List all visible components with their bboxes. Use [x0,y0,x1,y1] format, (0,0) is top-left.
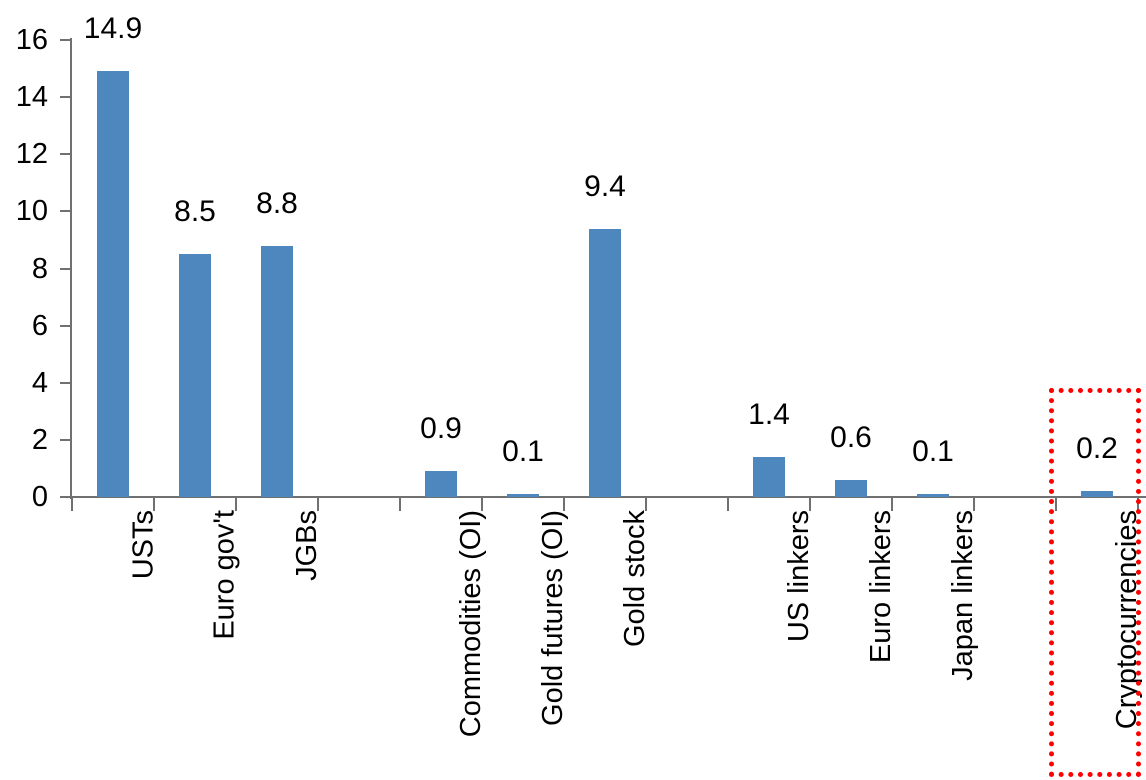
bar [835,479,867,497]
bar [97,71,129,497]
y-tick-label: 14 [15,81,48,114]
y-tick-label: 2 [31,423,48,456]
y-tick-label: 8 [31,252,48,285]
x-tick-mark [973,497,975,511]
x-tick-mark [481,497,483,511]
y-tick-mark [60,496,72,498]
x-tick-mark [891,497,893,511]
bar-value-label: 14.9 [83,12,143,46]
category-label: US linkers [783,510,815,643]
bar [425,471,457,497]
y-tick-label: 4 [31,366,48,399]
y-tick-label: 16 [15,24,48,56]
category-label: Commodities (OI) [455,510,487,738]
x-tick-mark [727,497,729,511]
category-label: JGBs [291,510,323,581]
bar-value-label: 0.2 [1076,432,1118,466]
category-label: Euro linkers [865,510,897,664]
bar [507,494,539,497]
bar [917,494,949,497]
bar [261,245,293,497]
x-tick-mark [153,497,155,511]
bar [1081,491,1113,497]
bar [179,254,211,497]
y-tick-label: 0 [31,481,48,513]
y-tick-mark [60,438,72,441]
x-tick-mark [399,497,401,511]
x-tick-mark [317,497,319,511]
bar [589,228,621,497]
category-label: Gold futures (OI) [537,510,569,726]
y-tick-mark [60,210,72,213]
bar-value-label: 1.4 [748,398,790,431]
x-tick-mark [1055,497,1057,511]
x-tick-mark [809,497,811,511]
bar-value-label: 8.8 [256,186,298,220]
category-label: Gold stock [619,510,651,647]
highlight-box [1049,388,1141,777]
bar-value-label: 0.9 [420,412,462,446]
y-tick-mark [60,324,72,327]
category-label: USTs [127,510,159,580]
y-tick-label: 12 [15,138,48,171]
bar-value-label: 0.1 [912,435,954,469]
bar-value-label: 9.4 [584,169,626,203]
category-label: Euro gov't [209,510,241,640]
x-tick-mark [71,497,73,511]
x-tick-mark [563,497,565,511]
y-tick-label: 6 [31,309,48,342]
y-tick-mark [60,96,72,99]
y-tick-mark [60,39,72,41]
bar-value-label: 0.6 [830,420,872,454]
x-tick-mark [235,497,237,511]
y-tick-label: 10 [15,195,48,228]
bar-value-label: 0.1 [502,435,544,469]
y-tick-mark [60,153,72,156]
bar-value-label: 8.5 [174,195,216,229]
x-axis-line [70,496,1146,498]
bar [753,457,785,497]
category-label: Japan linkers [947,510,979,681]
x-tick-mark [645,497,647,511]
y-tick-mark [60,267,72,270]
y-tick-mark [60,381,72,384]
